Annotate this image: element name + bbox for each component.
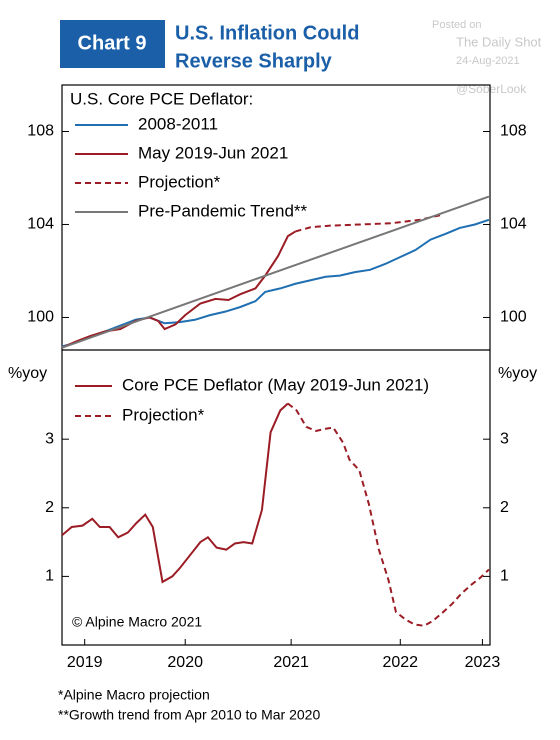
data-line: [61, 230, 296, 349]
y-tick-label: 100: [27, 309, 54, 326]
legend-label: Projection*: [122, 405, 205, 424]
legend-label: Core PCE Deflator (May 2019-Jun 2021): [122, 375, 429, 394]
y-tick-label: 3: [500, 430, 509, 447]
badge-box: [60, 20, 165, 68]
title: U.S. Inflation Could: [175, 22, 359, 44]
legend-label: 2008-2011: [138, 114, 218, 133]
y-tick-label: 2: [500, 499, 509, 516]
data-line: [295, 214, 441, 233]
data-line: [287, 402, 490, 627]
title: Reverse Sharply: [175, 50, 333, 72]
y-tick-label: 1: [45, 568, 54, 585]
data-line: [61, 402, 289, 584]
x-tick-label: 2023: [465, 654, 501, 671]
watermark: Posted on: [432, 19, 482, 31]
x-tick-label: 2020: [167, 654, 203, 671]
badge: Chart 9: [78, 32, 147, 54]
x-tick-label: 2019: [67, 654, 103, 671]
y-tick-label: 104: [27, 216, 54, 233]
data-line: [61, 218, 490, 348]
y-tick-label: 100: [500, 309, 527, 326]
watermark: @SoberLook: [456, 82, 527, 96]
legend-label: Projection*: [138, 172, 221, 191]
y-tick-label: 108: [27, 123, 54, 140]
y-tick-label: 108: [500, 123, 527, 140]
y-axis-label: %yoy: [498, 365, 537, 382]
footnote: *Alpine Macro projection: [58, 687, 210, 703]
y-tick-label: 104: [500, 216, 527, 233]
watermark: 24-Aug-2021: [456, 55, 520, 67]
y-axis-label: %yoy: [8, 365, 47, 382]
annotation: © Alpine Macro 2021: [72, 614, 202, 630]
y-tick-label: 2: [45, 499, 54, 516]
footnote: **Growth trend from Apr 2010 to Mar 2020: [58, 707, 320, 723]
data-line: [61, 195, 490, 349]
plot-frame: [61, 84, 491, 646]
legend-label: Pre-Pandemic Trend**: [138, 201, 308, 220]
legend-title: U.S. Core PCE Deflator:: [70, 89, 253, 108]
y-tick-label: 3: [45, 430, 54, 447]
y-tick-label: 1: [500, 568, 509, 585]
x-tick-label: 2021: [273, 654, 309, 671]
x-tick-label: 2022: [382, 654, 418, 671]
legend-label: May 2019-Jun 2021: [138, 143, 288, 162]
watermark: The Daily Shot: [456, 34, 542, 49]
